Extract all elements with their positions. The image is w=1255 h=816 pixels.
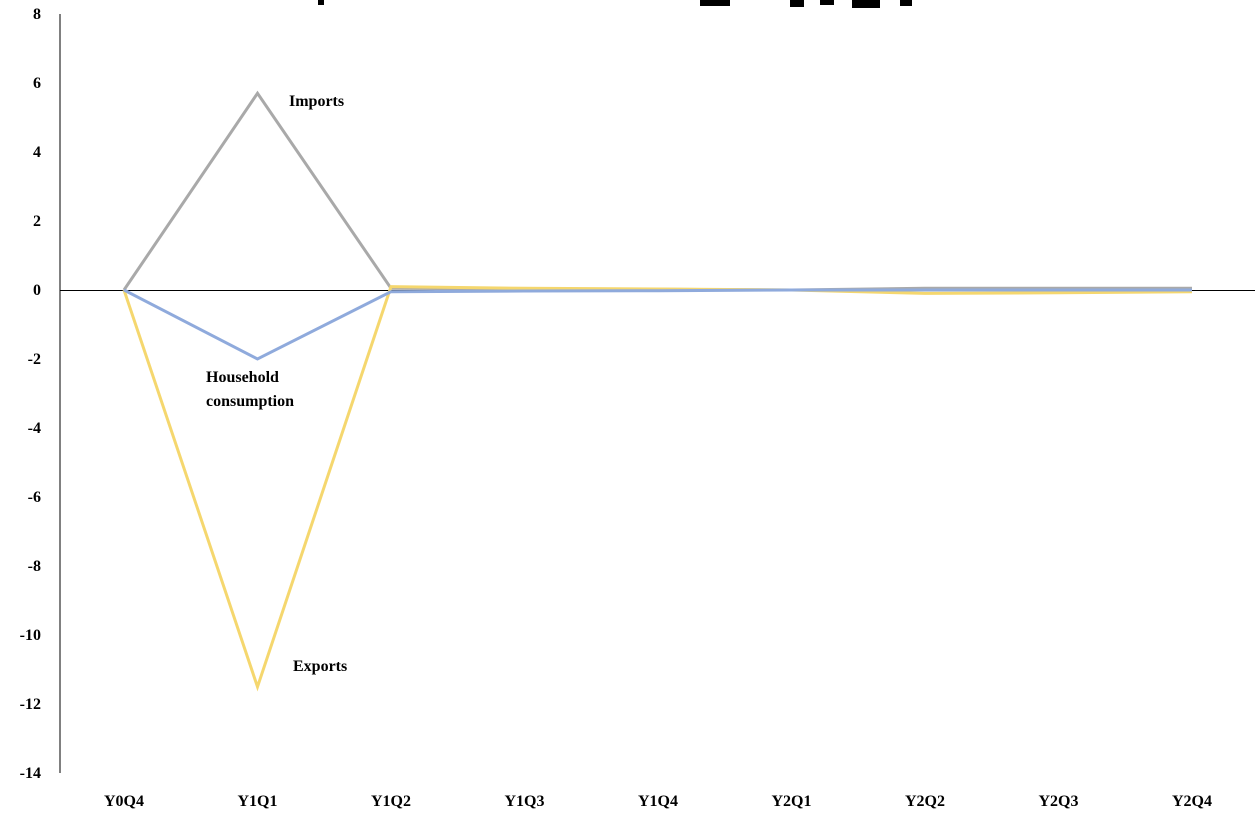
- y-tick-label: -14: [20, 765, 41, 782]
- series-line-imports: [122, 90, 1192, 292]
- y-tick-label: 2: [33, 213, 41, 230]
- series-line-exports: [122, 285, 1193, 692]
- x-tick-label: Y0Q4: [104, 793, 144, 810]
- x-tick-label: Y2Q2: [905, 793, 945, 810]
- x-tick-label: Y2Q4: [1172, 793, 1212, 810]
- annotation-exports: Exports: [293, 658, 347, 675]
- x-tick-label: Y1Q2: [371, 793, 411, 810]
- x-tick-label: Y1Q3: [505, 793, 545, 810]
- y-tick-label: 6: [33, 75, 41, 92]
- y-tick-label: -10: [20, 627, 41, 644]
- annotation-household-line1: Household: [206, 369, 279, 386]
- y-tick-label: -4: [28, 420, 41, 437]
- y-tick-label: 8: [33, 6, 41, 23]
- y-tick-label: -12: [20, 696, 41, 713]
- series-lines: [122, 90, 1193, 692]
- x-tick-label: Y1Q1: [238, 793, 278, 810]
- y-tick-label: -2: [28, 351, 41, 368]
- y-tick-label: -6: [28, 489, 41, 506]
- y-tick-label: -8: [28, 558, 41, 575]
- x-tick-label: Y2Q3: [1039, 793, 1079, 810]
- y-tick-labels: 8 6 4 2 0 -2 -4 -6 -8 -10 -12 -14: [20, 6, 41, 782]
- annotation-imports: Imports: [289, 93, 344, 110]
- series-line-household-consumption: [123, 288, 1192, 361]
- x-tick-label: Y1Q4: [638, 793, 678, 810]
- annotation-household-line2: consumption: [206, 393, 294, 410]
- annotations: Imports Household consumption Exports: [206, 93, 347, 675]
- x-tick-label: Y2Q1: [772, 793, 812, 810]
- cropped-title: [318, 0, 912, 8]
- y-tick-label: 4: [33, 144, 41, 161]
- x-tick-labels: Y0Q4 Y1Q1 Y1Q2 Y1Q3 Y1Q4 Y2Q1 Y2Q2 Y2Q3 Y2Q4: [104, 793, 1212, 810]
- y-tick-label: 0: [33, 282, 41, 299]
